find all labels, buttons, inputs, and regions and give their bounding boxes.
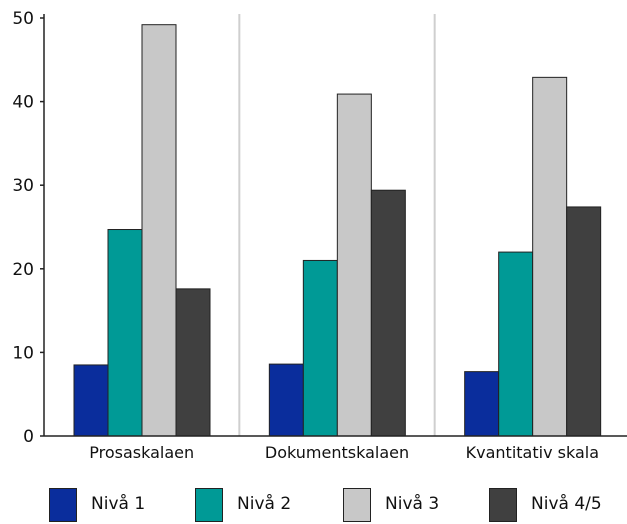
bar-2-1 (498, 251, 534, 437)
category-label-0: Prosaskalaen (89, 443, 194, 462)
bar-0-0 (73, 364, 109, 437)
y-tick-label-20: 20 (12, 260, 34, 280)
bar-2-0 (464, 371, 500, 437)
legend-label-niva-4-5: Nivå 4/5 (531, 494, 602, 514)
y-tick-label-10: 10 (12, 343, 34, 363)
legend-swatch-niva-3 (343, 488, 371, 522)
bar-2-3 (566, 206, 602, 437)
bar-0-3 (175, 288, 211, 437)
bar-0-1 (107, 229, 143, 437)
legend-label-niva-2: Nivå 2 (237, 494, 292, 514)
bar-1-1 (302, 259, 338, 437)
legend-swatch-niva-4-5 (489, 488, 517, 522)
bar-1-0 (268, 363, 304, 437)
y-tick-label-0: 0 (23, 427, 34, 447)
bar-1-3 (370, 189, 406, 437)
category-label-1: Dokumentskalaen (265, 443, 409, 462)
bar-chart: 0 10 20 30 40 50 Prosaskalaen Dokumentskalaen Kv… (12, 9, 627, 462)
y-tick-label-40: 40 (12, 93, 34, 113)
y-tick-label-30: 30 (12, 176, 34, 196)
bar-0-2 (141, 24, 177, 437)
category-label-2: Kvantitativ skala (466, 443, 599, 462)
legend: Nivå 1 Nivå 2 Nivå 3 Nivå 4/5 (0, 488, 627, 524)
y-tick-label-50: 50 (12, 9, 34, 29)
legend-label-niva-1: Nivå 1 (91, 494, 146, 514)
bar-2-2 (532, 76, 568, 437)
bar-1-2 (336, 93, 372, 437)
legend-label-niva-3: Nivå 3 (385, 494, 440, 514)
legend-swatch-niva-1 (49, 488, 77, 522)
legend-swatch-niva-2 (195, 488, 223, 522)
